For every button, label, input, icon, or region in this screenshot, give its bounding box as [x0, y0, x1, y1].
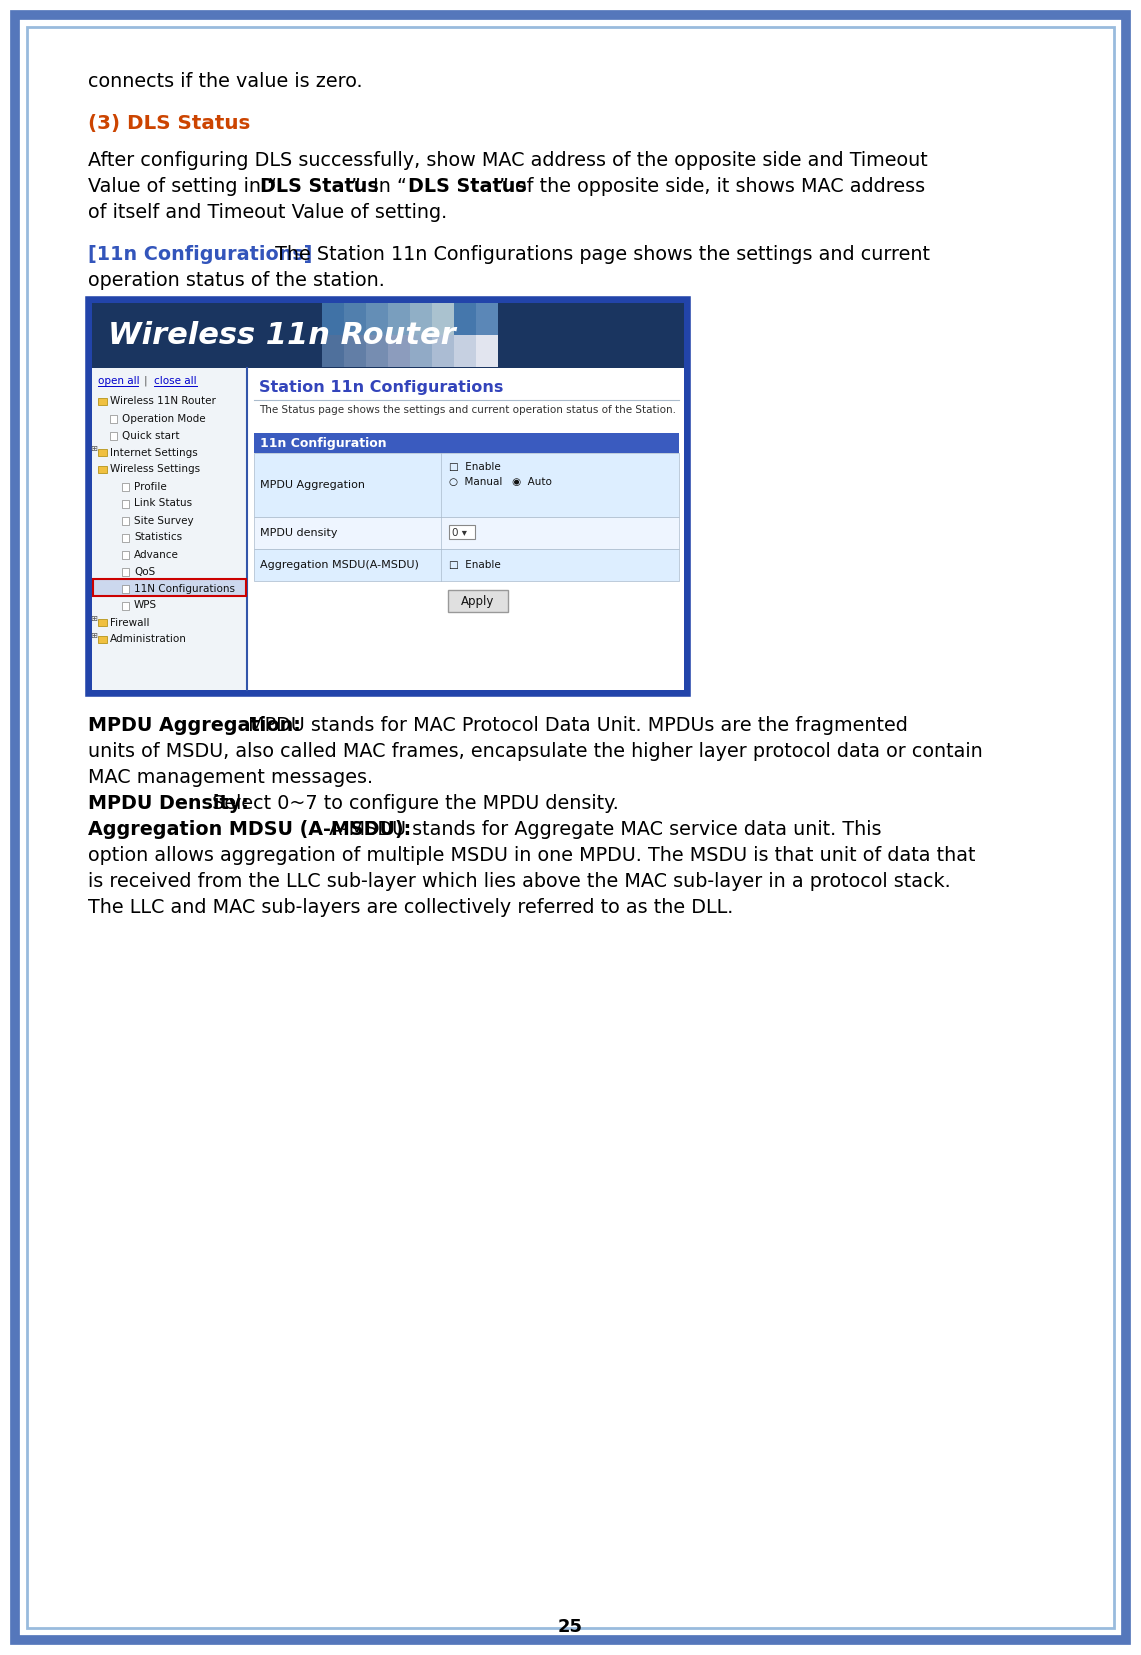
Text: is received from the LLC sub-layer which lies above the MAC sub-layer in a proto: is received from the LLC sub-layer which… [88, 872, 950, 890]
Text: (3) DLS Status: (3) DLS Status [88, 114, 250, 132]
Bar [122, 533, 129, 541]
Bar [98, 636, 107, 642]
Text: MPDU Density:: MPDU Density: [88, 794, 249, 813]
Text: Apply: Apply [461, 594, 495, 607]
Text: MPDU Aggregation: MPDU Aggregation [260, 480, 365, 490]
Bar [366, 303, 388, 334]
Text: of itself and Timeout Value of setting.: of itself and Timeout Value of setting. [88, 204, 447, 222]
Bar [432, 303, 454, 334]
Text: Internet Settings: Internet Settings [110, 447, 197, 457]
Text: MPDU stands for MAC Protocol Data Unit. MPDUs are the fragmented: MPDU stands for MAC Protocol Data Unit. … [242, 717, 907, 735]
Text: The Station 11n Configurations page shows the settings and current: The Station 11n Configurations page show… [269, 245, 930, 265]
Text: Quick start: Quick start [122, 430, 179, 440]
Text: MPDU Aggregation:: MPDU Aggregation: [88, 717, 301, 735]
Text: Aggregation MSDU(A-MSDU): Aggregation MSDU(A-MSDU) [260, 559, 419, 569]
Text: Value of setting in “: Value of setting in “ [88, 177, 277, 195]
Bar [94, 579, 246, 596]
Bar [92, 367, 246, 690]
Bar [110, 432, 118, 440]
Text: Station 11n Configurations: Station 11n Configurations [259, 381, 503, 396]
Bar [98, 397, 107, 404]
Text: ”. In “: ”. In “ [350, 177, 406, 195]
Bar [254, 516, 679, 549]
Text: option allows aggregation of multiple MSDU in one MPDU. The MSDU is that unit of: option allows aggregation of multiple MS… [88, 846, 976, 866]
Text: 11n Configuration: 11n Configuration [260, 437, 387, 450]
Bar [98, 619, 107, 626]
Text: QoS: QoS [133, 566, 155, 576]
Bar [476, 334, 497, 367]
Text: Firewall: Firewall [110, 617, 149, 627]
Text: operation status of the station.: operation status of the station. [88, 271, 385, 290]
Text: Aggregation MDSU (A-MSDU):: Aggregation MDSU (A-MSDU): [88, 819, 411, 839]
Text: |: | [144, 376, 147, 387]
Bar [122, 516, 129, 525]
Text: Select 0~7 to configure the MPDU density.: Select 0~7 to configure the MPDU density… [205, 794, 618, 813]
Bar [388, 334, 410, 367]
Bar [122, 483, 129, 490]
Bar [110, 414, 118, 422]
Bar [343, 334, 366, 367]
Text: Advance: Advance [133, 549, 179, 559]
FancyBboxPatch shape [448, 589, 508, 612]
Bar [92, 303, 683, 690]
Bar [122, 601, 129, 609]
Text: Site Survey: Site Survey [133, 515, 194, 526]
Text: MPDU density: MPDU density [260, 528, 338, 538]
Text: Wireless 11n Router: Wireless 11n Router [108, 321, 455, 349]
Bar [476, 303, 497, 334]
Text: open all: open all [98, 376, 139, 386]
Bar [122, 500, 129, 508]
Text: close all: close all [154, 376, 196, 386]
Text: Operation Mode: Operation Mode [122, 414, 205, 424]
Bar [366, 334, 388, 367]
Text: Statistics: Statistics [133, 533, 183, 543]
Bar [122, 568, 129, 576]
Bar [454, 334, 476, 367]
Text: DLS Status: DLS Status [260, 177, 379, 195]
Text: A-MSDU stands for Aggregate MAC service data unit. This: A-MSDU stands for Aggregate MAC service … [323, 819, 882, 839]
Bar [454, 303, 476, 334]
FancyBboxPatch shape [450, 525, 475, 540]
Bar [343, 303, 366, 334]
Text: ⊞: ⊞ [90, 631, 97, 640]
Text: connects if the value is zero.: connects if the value is zero. [88, 73, 363, 91]
Text: 11N Configurations: 11N Configurations [133, 584, 235, 594]
Text: After configuring DLS successfully, show MAC address of the opposite side and Ti: After configuring DLS successfully, show… [88, 151, 928, 170]
Text: The Status page shows the settings and current operation status of the Station.: The Status page shows the settings and c… [259, 405, 675, 415]
Bar [322, 334, 343, 367]
Text: Profile: Profile [133, 482, 167, 492]
Bar [410, 334, 432, 367]
Text: DLS Status: DLS Status [408, 177, 527, 195]
Bar [92, 303, 683, 367]
Text: 25: 25 [558, 1619, 583, 1637]
Bar [88, 300, 688, 693]
Bar [432, 334, 454, 367]
Text: Link Status: Link Status [133, 498, 192, 508]
Bar [322, 303, 343, 334]
Bar [410, 303, 432, 334]
Text: The LLC and MAC sub-layers are collectively referred to as the DLL.: The LLC and MAC sub-layers are collectiv… [88, 899, 734, 917]
Bar [122, 584, 129, 592]
Text: ○  Manual   ◉  Auto: ○ Manual ◉ Auto [450, 477, 552, 487]
Text: ⊞: ⊞ [90, 444, 97, 453]
Text: WPS: WPS [133, 601, 157, 611]
Bar [388, 303, 410, 334]
Text: [11n Configurations]: [11n Configurations] [88, 245, 313, 265]
Text: □  Enable: □ Enable [450, 462, 501, 472]
Text: MAC management messages.: MAC management messages. [88, 768, 373, 788]
Bar [254, 434, 679, 453]
Text: units of MSDU, also called MAC frames, encapsulate the higher layer protocol dat: units of MSDU, also called MAC frames, e… [88, 741, 982, 761]
Bar [98, 465, 107, 472]
Bar [122, 551, 129, 558]
Text: □  Enable: □ Enable [450, 559, 501, 569]
Text: ⊞: ⊞ [90, 614, 97, 622]
Text: Administration: Administration [110, 634, 187, 644]
Text: 0 ▾: 0 ▾ [452, 528, 467, 538]
Bar [98, 449, 107, 455]
Text: Wireless 11N Router: Wireless 11N Router [110, 397, 216, 407]
Bar [254, 549, 679, 581]
Text: ” of the opposite side, it shows MAC address: ” of the opposite side, it shows MAC add… [499, 177, 925, 195]
Text: Wireless Settings: Wireless Settings [110, 465, 200, 475]
Bar [254, 453, 679, 516]
